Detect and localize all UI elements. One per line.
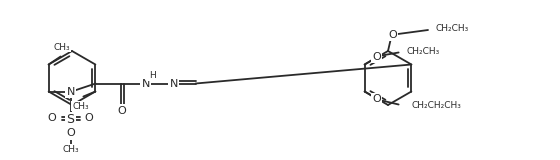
Text: CH₃: CH₃ (53, 43, 70, 52)
Text: O: O (118, 105, 127, 116)
Text: CH₂CH₃: CH₂CH₃ (436, 24, 469, 32)
Text: O: O (85, 113, 94, 123)
Text: O: O (389, 30, 398, 40)
Text: N: N (170, 79, 178, 88)
Text: CH₃: CH₃ (62, 145, 79, 154)
Text: O: O (372, 52, 381, 61)
Text: N: N (67, 87, 75, 96)
Text: CH₂CH₃: CH₂CH₃ (407, 47, 440, 56)
Text: O: O (48, 113, 57, 123)
Text: CH₃: CH₃ (72, 101, 88, 111)
Text: O: O (372, 95, 381, 104)
Text: S: S (67, 113, 74, 126)
Text: H: H (150, 71, 156, 80)
Text: CH₂CH₂CH₃: CH₂CH₂CH₃ (412, 101, 461, 110)
Text: N: N (142, 79, 150, 88)
Text: O: O (66, 128, 75, 139)
